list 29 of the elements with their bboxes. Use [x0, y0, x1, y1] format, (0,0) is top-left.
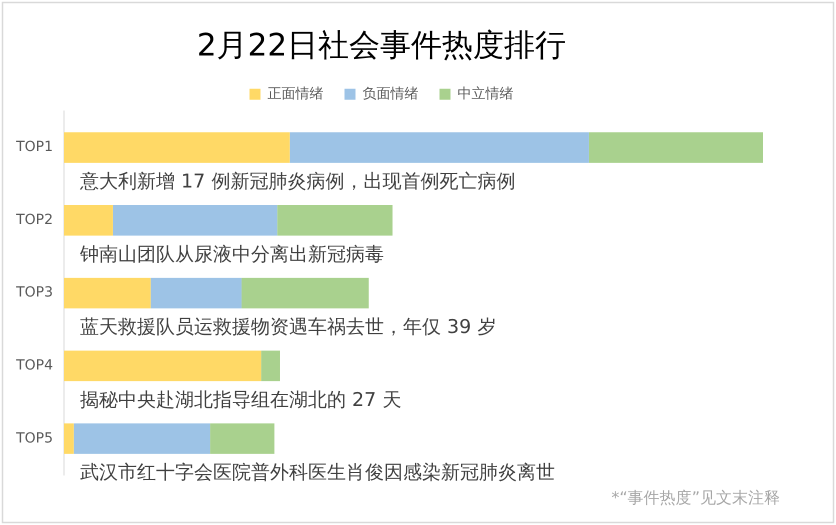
bar: [112, 205, 278, 236]
bar: [242, 278, 369, 308]
bar: [150, 278, 242, 308]
bar: [588, 132, 763, 163]
bar: [277, 205, 393, 236]
bar: [64, 278, 151, 308]
annotation: 武汉市红十字会医院普外科医生肖俊因感染新冠肺炎离世: [80, 462, 555, 484]
y-tick-label: TOP1: [15, 139, 53, 156]
bar: [261, 350, 280, 382]
y-tick-label: TOP4: [15, 358, 54, 374]
y-tick-label: TOP3: [15, 284, 53, 301]
annotation: 揭秘中央赴湖北指导组在湖北的 27 天: [80, 388, 402, 411]
bar: [64, 423, 74, 454]
bar: [64, 205, 113, 236]
y-tick-label: TOP2: [15, 212, 53, 228]
y-tick-label: TOP5: [15, 430, 53, 446]
bar: [64, 350, 262, 382]
bar: [64, 132, 290, 163]
bar: [210, 423, 274, 454]
bar: [74, 423, 210, 454]
legend-label: 中立情绪: [458, 86, 514, 102]
text: *“事件热度”见文末注释: [611, 488, 780, 508]
chart-title: 2月22日社会事件热度排行: [196, 28, 566, 64]
annotation: 钟南山团队从尿液中分离出新冠病毒: [79, 243, 384, 266]
annotation: 意大利新增 17 例新冠肺炎病例，出现首例死亡病例: [79, 170, 516, 193]
legend-label: 负面情绪: [362, 86, 418, 102]
legend-label: 正面情绪: [268, 86, 324, 102]
bar: [290, 132, 589, 163]
annotation: 蓝天救援队员运救援物资遇车祸去世，年仅 39 岁: [80, 316, 496, 338]
